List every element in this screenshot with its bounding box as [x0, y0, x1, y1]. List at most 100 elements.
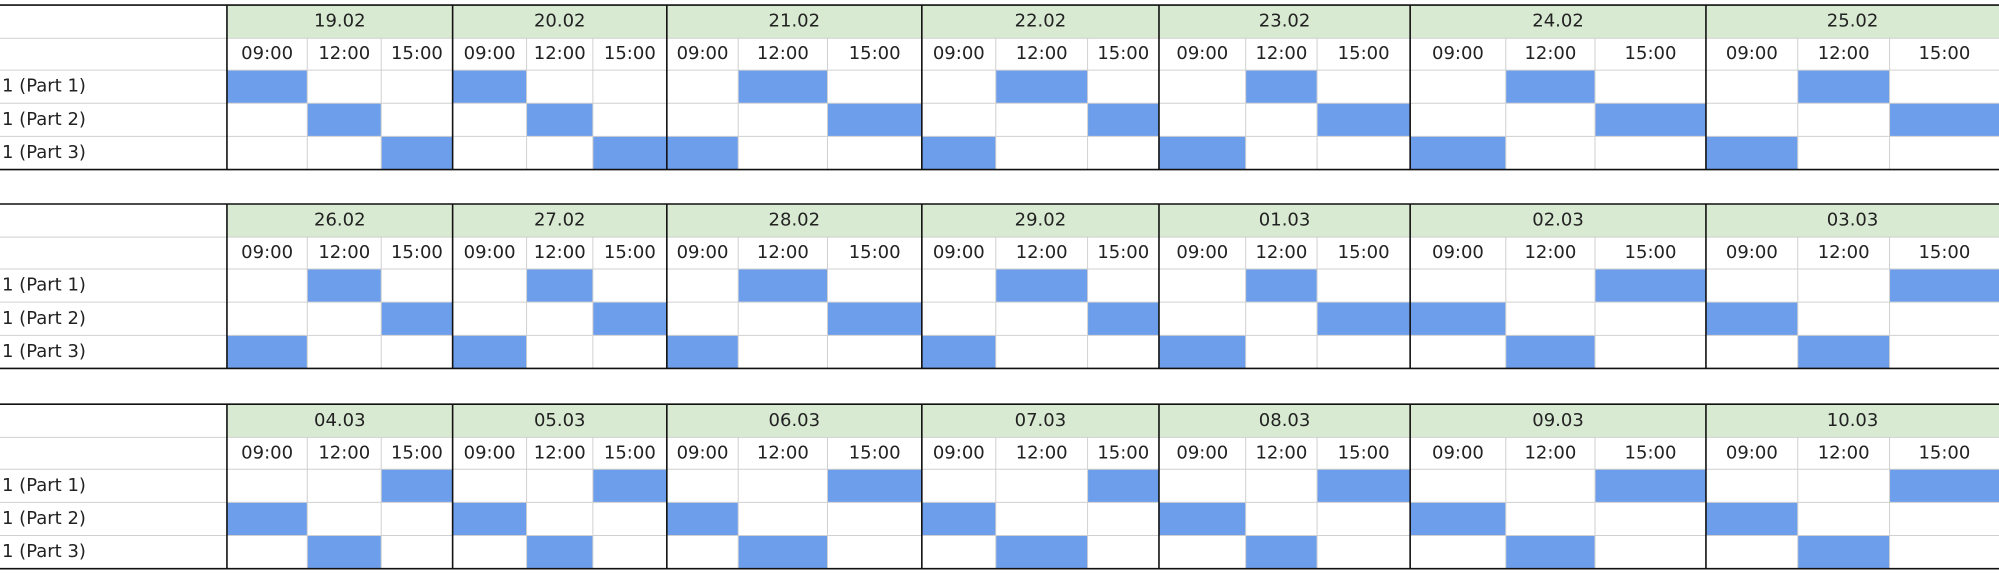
- scheduled-cell: [921, 502, 996, 536]
- time-label: 09:00: [241, 242, 293, 263]
- scheduled-cell: [1245, 70, 1318, 104]
- time-label: 09:00: [677, 442, 729, 463]
- scheduled-cell: [1087, 302, 1159, 336]
- time-label: 09:00: [1726, 43, 1778, 64]
- time-label: 15:00: [1338, 43, 1390, 64]
- time-label: 12:00: [1524, 43, 1576, 64]
- time-label: 09:00: [1726, 442, 1778, 463]
- date-label: 25.02: [1827, 11, 1879, 32]
- time-label: 15:00: [604, 442, 656, 463]
- date-header-bg: [452, 5, 667, 39]
- time-label: 15:00: [849, 442, 901, 463]
- date-label: 22.02: [1015, 11, 1067, 32]
- time-label: 15:00: [849, 43, 901, 64]
- scheduled-cell: [921, 136, 996, 170]
- date-header-bg: [226, 204, 453, 238]
- row-label: 1 (Part 1): [2, 76, 86, 97]
- time-label: 15:00: [1338, 442, 1390, 463]
- date-label: 27.02: [534, 210, 586, 231]
- time-label: 12:00: [318, 242, 370, 263]
- date-header-bg: [226, 5, 453, 39]
- scheduled-cell: [1505, 70, 1596, 104]
- scheduled-cell: [1797, 335, 1890, 369]
- time-label: 09:00: [677, 43, 729, 64]
- scheduled-cell: [738, 70, 828, 104]
- time-label: 15:00: [1918, 242, 1970, 263]
- row-label: 1 (Part 1): [2, 475, 86, 496]
- scheduled-cell: [452, 335, 527, 369]
- scheduled-cell: [307, 269, 382, 303]
- time-label: 09:00: [464, 442, 516, 463]
- scheduled-cell: [995, 70, 1088, 104]
- date-label: 24.02: [1532, 11, 1584, 32]
- scheduled-cell: [1158, 335, 1246, 369]
- date-label: 20.02: [534, 11, 586, 32]
- date-header-bg: [1158, 204, 1411, 238]
- row-label: 1 (Part 1): [2, 275, 86, 296]
- scheduled-cell: [1158, 136, 1246, 170]
- scheduled-cell: [1797, 535, 1890, 569]
- time-label: 15:00: [1097, 442, 1149, 463]
- scheduled-cell: [666, 136, 739, 170]
- scheduled-cell: [1087, 469, 1159, 503]
- time-label: 12:00: [1255, 242, 1307, 263]
- scheduled-cell: [995, 269, 1088, 303]
- time-label: 15:00: [1625, 43, 1677, 64]
- time-label: 12:00: [1016, 242, 1068, 263]
- scheduled-cell: [592, 302, 667, 336]
- date-header-bg: [226, 404, 453, 438]
- time-label: 09:00: [1432, 43, 1484, 64]
- time-label: 09:00: [1176, 43, 1228, 64]
- scheduled-cell: [827, 469, 922, 503]
- scheduled-cell: [1595, 469, 1706, 503]
- time-label: 09:00: [677, 242, 729, 263]
- date-header-bg: [666, 204, 922, 238]
- time-label: 12:00: [757, 442, 809, 463]
- row-label: 1 (Part 2): [2, 109, 86, 130]
- time-label: 12:00: [1016, 442, 1068, 463]
- scheduled-cell: [226, 70, 308, 104]
- time-label: 09:00: [241, 442, 293, 463]
- scheduled-cell: [1158, 502, 1246, 536]
- date-header-bg: [1410, 404, 1706, 438]
- scheduled-cell: [666, 335, 739, 369]
- time-label: 15:00: [604, 43, 656, 64]
- scheduled-cell: [1705, 136, 1798, 170]
- date-label: 03.03: [1827, 210, 1879, 231]
- date-header-bg: [1158, 5, 1411, 39]
- time-label: 12:00: [757, 43, 809, 64]
- scheduled-cell: [827, 103, 922, 137]
- date-header-bg: [921, 404, 1159, 438]
- scheduled-cell: [226, 502, 308, 536]
- date-header-bg: [1705, 404, 1999, 438]
- row-label: 1 (Part 3): [2, 142, 86, 163]
- time-label: 12:00: [1255, 43, 1307, 64]
- time-label: 12:00: [757, 242, 809, 263]
- date-label: 09.03: [1532, 410, 1584, 431]
- time-label: 09:00: [1726, 242, 1778, 263]
- scheduled-cell: [921, 335, 996, 369]
- time-label: 09:00: [933, 442, 985, 463]
- date-label: 02.03: [1532, 210, 1584, 231]
- time-label: 09:00: [464, 242, 516, 263]
- date-label: 26.02: [314, 210, 366, 231]
- row-label: 1 (Part 3): [2, 341, 86, 362]
- time-label: 12:00: [1818, 43, 1870, 64]
- time-label: 09:00: [1432, 242, 1484, 263]
- time-label: 09:00: [464, 43, 516, 64]
- scheduled-cell: [1410, 502, 1506, 536]
- scheduled-cell: [592, 136, 667, 170]
- row-label: 1 (Part 2): [2, 308, 86, 329]
- time-label: 12:00: [1524, 442, 1576, 463]
- time-label: 15:00: [391, 43, 443, 64]
- scheduled-cell: [1889, 469, 1999, 503]
- time-label: 12:00: [318, 442, 370, 463]
- time-label: 15:00: [1097, 242, 1149, 263]
- time-label: 15:00: [604, 242, 656, 263]
- date-label: 08.03: [1259, 410, 1311, 431]
- time-label: 15:00: [849, 242, 901, 263]
- scheduled-cell: [1595, 269, 1706, 303]
- scheduled-cell: [381, 302, 453, 336]
- scheduled-cell: [381, 136, 453, 170]
- scheduled-cell: [526, 269, 593, 303]
